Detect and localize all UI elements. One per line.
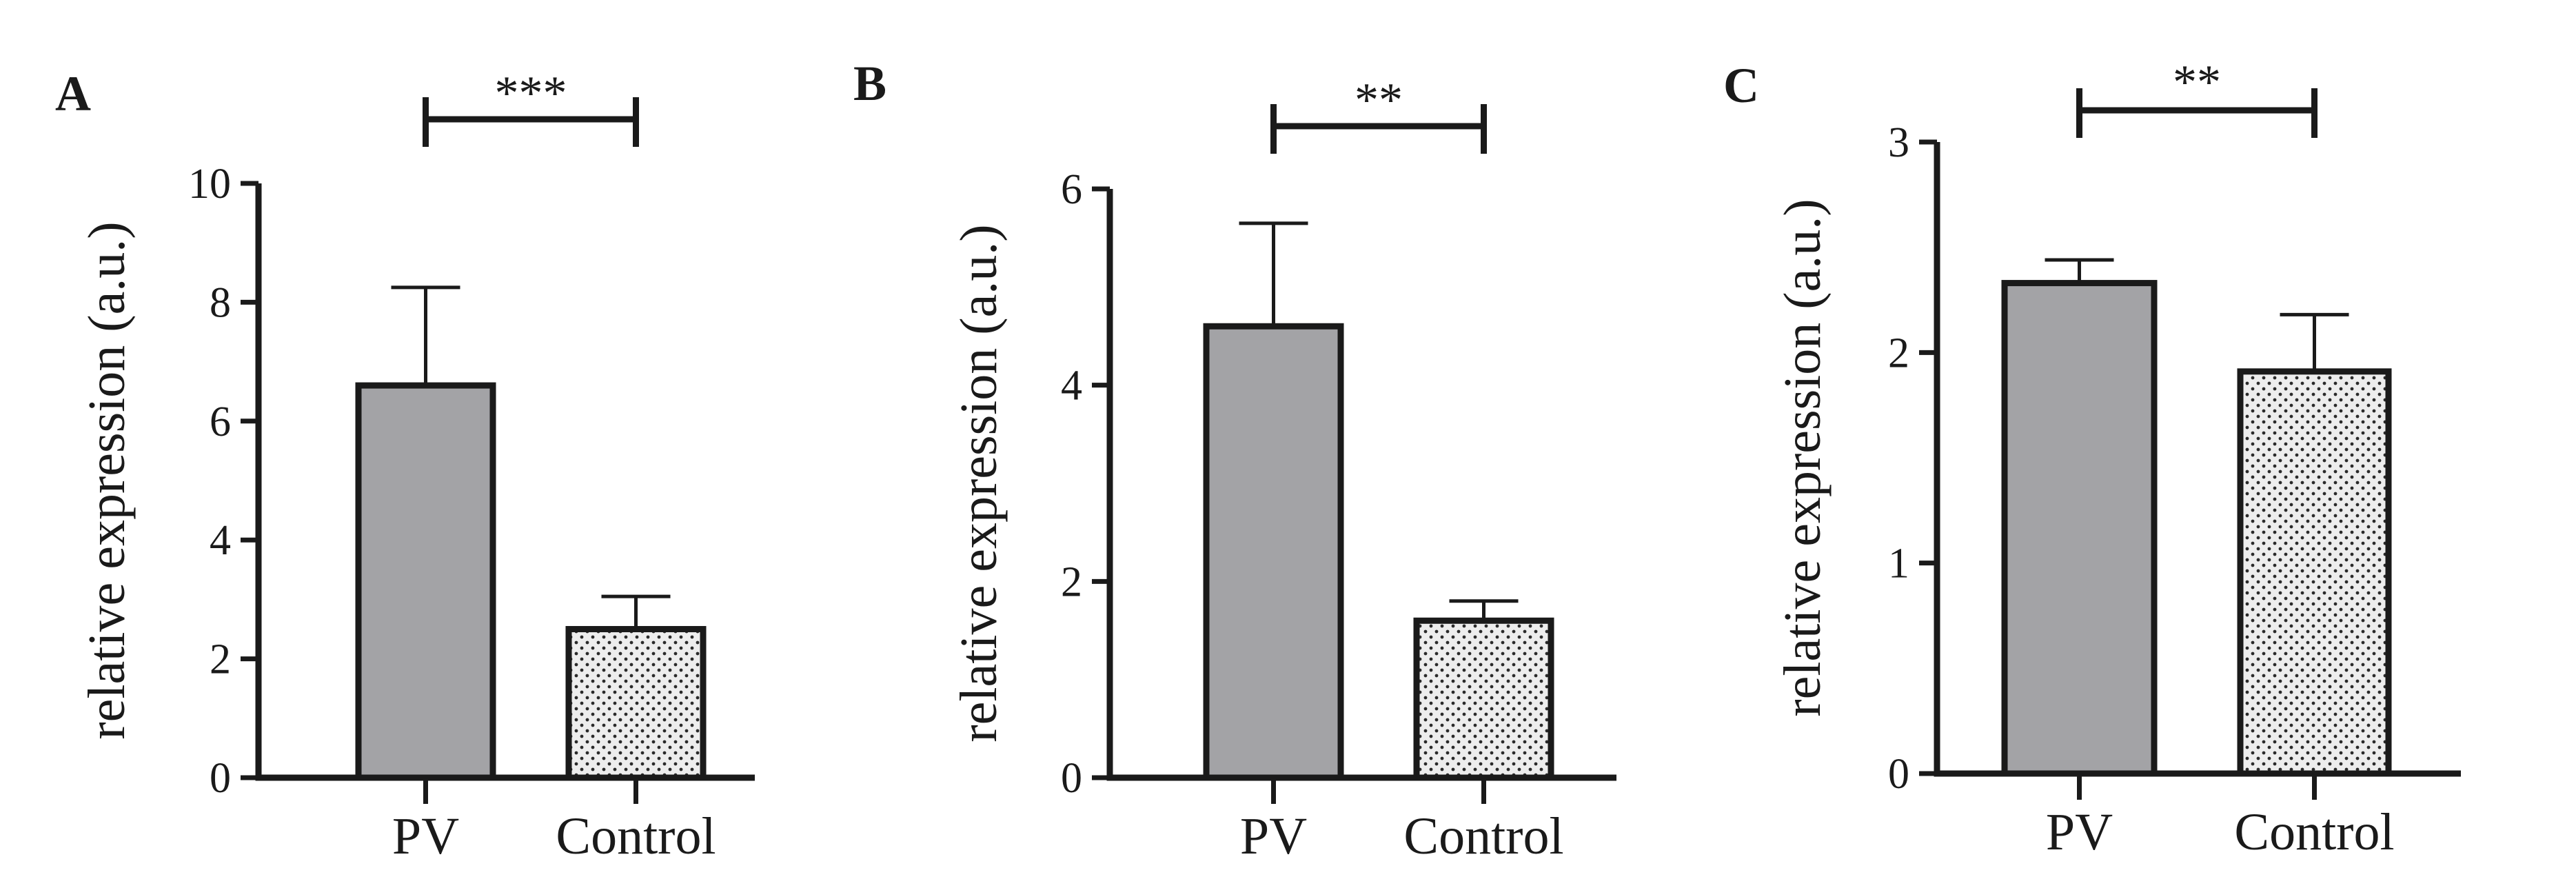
panel-letter: B (853, 56, 886, 111)
y-axis-label: relative expression (a.u.) (78, 221, 136, 739)
bar-pv (1203, 323, 1344, 781)
x-category-label: PV (392, 807, 459, 865)
chart-panel-a: A 0 2 4 6 8 10 PV Control relative expression (a.… (55, 66, 755, 865)
bar-control (2237, 368, 2392, 777)
y-tick-label: 1 (1888, 541, 1909, 587)
chart-panel-b: B 0 2 4 6 PV Control relative expression (a.u.)… (853, 56, 1616, 865)
y-tick-label: 0 (1061, 755, 1082, 802)
x-category-label: Control (2234, 803, 2394, 861)
y-tick-label: 2 (1888, 330, 1909, 376)
y-tick-label: 8 (210, 279, 231, 326)
y-tick-label: 4 (1061, 363, 1082, 410)
y-tick-label: 3 (1888, 119, 1909, 166)
x-category-label: Control (1403, 807, 1563, 865)
chart-panel-c: C 0 1 2 3 PV Control relative expression (a.u.)… (1723, 56, 2461, 861)
y-tick-label: 4 (210, 517, 231, 564)
bar-control (1413, 617, 1554, 781)
panel-letter: C (1723, 58, 1759, 113)
significance-marker: ** (1355, 74, 1403, 127)
y-axis-label: relative expression (a.u.) (950, 224, 1008, 742)
significance-marker: ** (2173, 56, 2221, 109)
y-tick-label: 6 (210, 398, 231, 445)
x-category-label: Control (556, 807, 716, 865)
panel-letter: A (55, 66, 91, 121)
x-category-label: PV (2046, 803, 2113, 861)
bar-pv (355, 382, 496, 781)
y-tick-label: 10 (188, 161, 231, 208)
bar-pv (2001, 280, 2158, 777)
y-tick-label: 0 (1888, 751, 1909, 798)
y-tick-label: 0 (210, 755, 231, 802)
bar-control (565, 626, 707, 781)
y-axis-label: relative expression (a.u.) (1774, 199, 1832, 716)
y-tick-label: 6 (1061, 166, 1082, 213)
significance-marker: *** (495, 67, 567, 120)
y-tick-label: 2 (210, 636, 231, 683)
y-tick-label: 2 (1061, 558, 1082, 605)
x-category-label: PV (1240, 807, 1307, 865)
